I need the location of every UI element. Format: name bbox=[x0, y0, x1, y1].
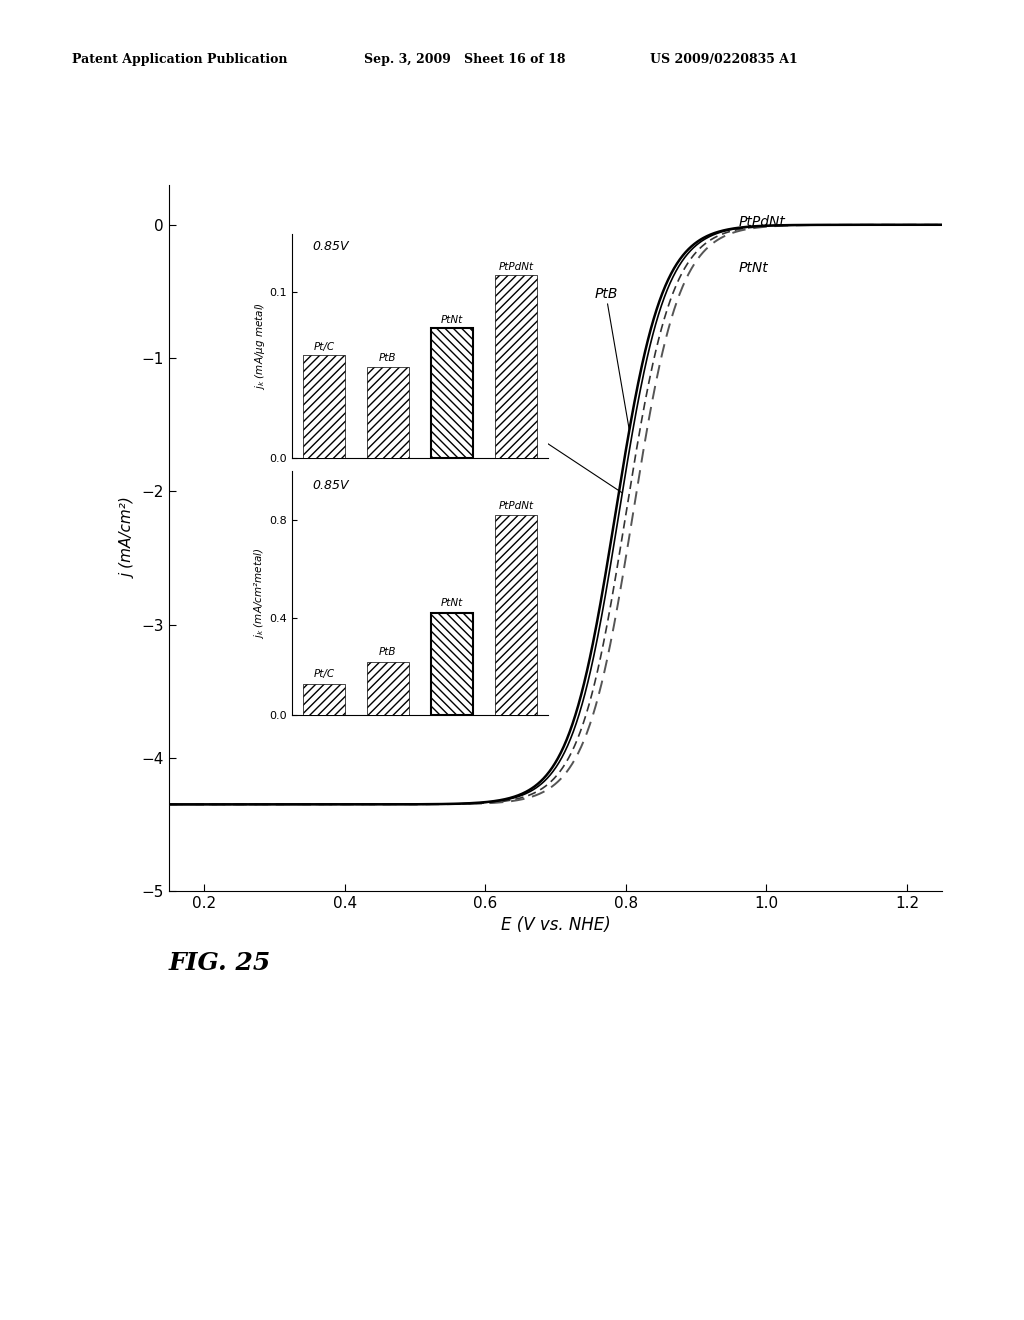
Text: Pt/C: Pt/C bbox=[313, 669, 335, 680]
Bar bbox=[495, 275, 537, 458]
Bar bbox=[495, 515, 537, 715]
Text: 0.85V: 0.85V bbox=[312, 479, 349, 491]
Bar bbox=[367, 661, 409, 715]
Text: 0.85V: 0.85V bbox=[312, 240, 349, 253]
Text: PtB: PtB bbox=[379, 354, 396, 363]
Y-axis label: $j_k$ (mA/μg metal): $j_k$ (mA/μg metal) bbox=[253, 302, 266, 389]
Text: PtNt: PtNt bbox=[738, 261, 768, 275]
Text: Pt/C: Pt/C bbox=[488, 407, 623, 492]
Bar bbox=[431, 612, 473, 715]
Text: PtB: PtB bbox=[594, 286, 630, 430]
Text: PtPdNt: PtPdNt bbox=[499, 500, 534, 511]
Text: Pt/C: Pt/C bbox=[313, 342, 335, 351]
Text: PtNt: PtNt bbox=[440, 598, 463, 609]
Text: US 2009/0220835 A1: US 2009/0220835 A1 bbox=[650, 53, 798, 66]
Bar bbox=[367, 367, 409, 458]
Y-axis label: $j_k$ (mA/cm²metal): $j_k$ (mA/cm²metal) bbox=[253, 548, 266, 639]
Text: PtPdNt: PtPdNt bbox=[499, 261, 534, 272]
Y-axis label: j (mA/cm²): j (mA/cm²) bbox=[121, 498, 136, 578]
Text: PtPdNt: PtPdNt bbox=[738, 215, 785, 228]
Text: PtNt: PtNt bbox=[440, 315, 463, 325]
Bar bbox=[303, 684, 345, 715]
Text: PtB: PtB bbox=[379, 647, 396, 657]
Bar bbox=[431, 329, 473, 458]
Text: Patent Application Publication: Patent Application Publication bbox=[72, 53, 287, 66]
Text: FIG. 25: FIG. 25 bbox=[169, 952, 271, 975]
Text: Sep. 3, 2009   Sheet 16 of 18: Sep. 3, 2009 Sheet 16 of 18 bbox=[364, 53, 565, 66]
X-axis label: E (V vs. NHE): E (V vs. NHE) bbox=[501, 916, 610, 935]
Bar bbox=[303, 355, 345, 458]
